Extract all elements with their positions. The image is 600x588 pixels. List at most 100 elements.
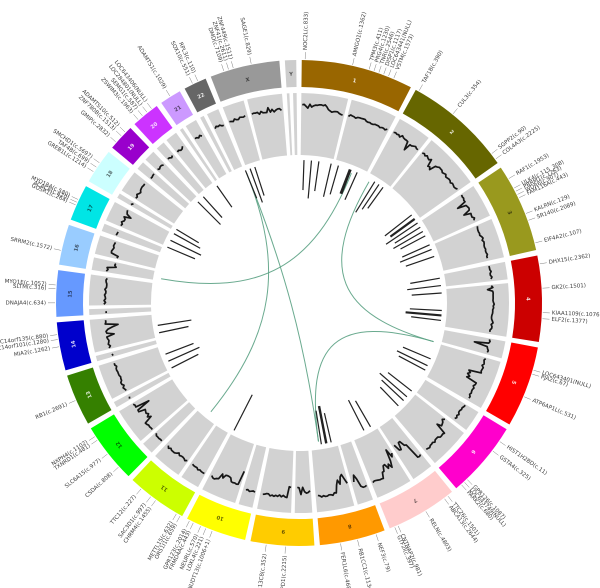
- variant-tick: [402, 346, 431, 360]
- variant-tick: [384, 214, 413, 237]
- chromosome-number-20: 20: [150, 121, 160, 130]
- label-leader-line: [533, 369, 541, 373]
- label-leader-line: [393, 71, 397, 79]
- coverage-trace-1p: [302, 103, 343, 116]
- coverage-trace-3q: [476, 226, 489, 259]
- coverage-trace-2q: [422, 152, 458, 190]
- label-leader-line: [517, 191, 524, 195]
- chromosome-number-6: 6: [469, 448, 476, 455]
- variant-tick: [400, 235, 426, 250]
- label-leader-line: [418, 84, 423, 91]
- label-leader-line: [340, 543, 342, 551]
- chromosome-band-22: [184, 78, 216, 113]
- coverage-trace-20q: [176, 146, 184, 153]
- chromosome-number-13: 13: [85, 390, 94, 399]
- variant-tick: [409, 308, 442, 312]
- label-leader-line: [69, 201, 76, 206]
- chromosome-band-2: [402, 89, 498, 179]
- label-leader-line: [373, 64, 377, 71]
- track-segment-6q: [394, 394, 464, 464]
- track-segment-18p: [117, 193, 173, 229]
- track-segment-22p: [200, 115, 232, 173]
- variant-tick: [385, 222, 418, 245]
- chromosome-number-19: 19: [127, 142, 137, 152]
- track-segment-7q: [354, 428, 411, 498]
- track-segment-19p: [137, 162, 190, 209]
- variant-tick: [202, 196, 223, 218]
- coverage-trace-22q: [214, 124, 225, 129]
- label-leader-line: [70, 199, 77, 203]
- label-leader-line: [110, 137, 116, 143]
- label-leader-line: [189, 522, 194, 530]
- coverage-trace-18q: [135, 183, 146, 199]
- track-segment-15p: [89, 307, 152, 316]
- coverage-trace-7p: [393, 440, 422, 458]
- coverage-trace-9p: [297, 486, 311, 496]
- chromosome-number-16: 16: [73, 243, 81, 252]
- label-leader-line: [91, 440, 98, 445]
- chromosome-band-20: [134, 106, 173, 145]
- gene-label: OR13C8(c.352): [257, 553, 269, 588]
- track-segment-1q: [336, 99, 396, 172]
- chromosome-band-14: [56, 320, 92, 371]
- translocation-link-4: [341, 181, 434, 343]
- variant-tick: [405, 255, 435, 267]
- track-segment-20p: [156, 142, 204, 195]
- chromosome-number-5: 5: [510, 379, 517, 385]
- variant-tick: [389, 218, 416, 238]
- variant-tick: [354, 400, 372, 428]
- track-segment-2q: [392, 140, 471, 218]
- chromosome-band-4: [510, 255, 542, 343]
- coverage-track-layer: [88, 93, 509, 514]
- variant-tick: [168, 346, 200, 362]
- coverage-trace-2p: [393, 131, 419, 151]
- variant-tick: [323, 412, 332, 443]
- label-leader-line: [90, 163, 97, 168]
- chromosome-number-2: 2: [448, 129, 455, 136]
- chromosome-number-12: 12: [115, 440, 124, 450]
- variant-tick: [254, 166, 265, 196]
- label-leader-line: [378, 65, 382, 73]
- variant-tick: [249, 168, 263, 203]
- variant-tick: [387, 372, 413, 392]
- variant-tick: [411, 292, 442, 296]
- track-segment-9p: [294, 450, 313, 514]
- label-leader-line: [115, 130, 122, 137]
- variant-tick: [361, 184, 380, 210]
- label-leader-line: [165, 89, 171, 97]
- label-leader-line: [524, 396, 531, 400]
- track-segment-Yp: [286, 93, 293, 156]
- track-segment-13q: [98, 347, 168, 399]
- chromosome-band-18: [88, 151, 130, 195]
- translocation-link-3: [161, 173, 352, 284]
- label-leader-line: [461, 484, 467, 491]
- coverage-trace-15q: [103, 277, 108, 305]
- chromosome-band-13: [67, 367, 112, 424]
- coverage-trace-8q: [317, 473, 348, 498]
- coverage-trace-10q: [211, 471, 246, 486]
- label-leader-line: [185, 520, 190, 528]
- label-leader-line: [226, 62, 229, 70]
- label-leader-line: [508, 174, 516, 179]
- label-leader-line: [452, 108, 458, 114]
- coverage-trace-4q: [486, 285, 496, 332]
- label-leader-line: [514, 184, 521, 189]
- label-leader-line: [375, 534, 379, 542]
- variant-tick: [379, 386, 399, 407]
- label-leader-line: [221, 64, 224, 71]
- track-segment-12p: [143, 402, 196, 453]
- variant-tick: [411, 316, 442, 322]
- chromosome-band-15: [56, 270, 85, 317]
- chromosome-band-17: [70, 186, 110, 229]
- label-leader-line: [467, 479, 473, 485]
- label-leader-line: [133, 114, 139, 120]
- track-segment-13p: [113, 372, 171, 408]
- label-leader-line: [119, 126, 126, 133]
- gene-label: DNAJA4(c.634): [6, 300, 46, 306]
- label-leader-line: [87, 167, 94, 172]
- variant-tick: [347, 399, 365, 431]
- variant-tick: [367, 186, 384, 209]
- coverage-trace-7q: [372, 449, 393, 484]
